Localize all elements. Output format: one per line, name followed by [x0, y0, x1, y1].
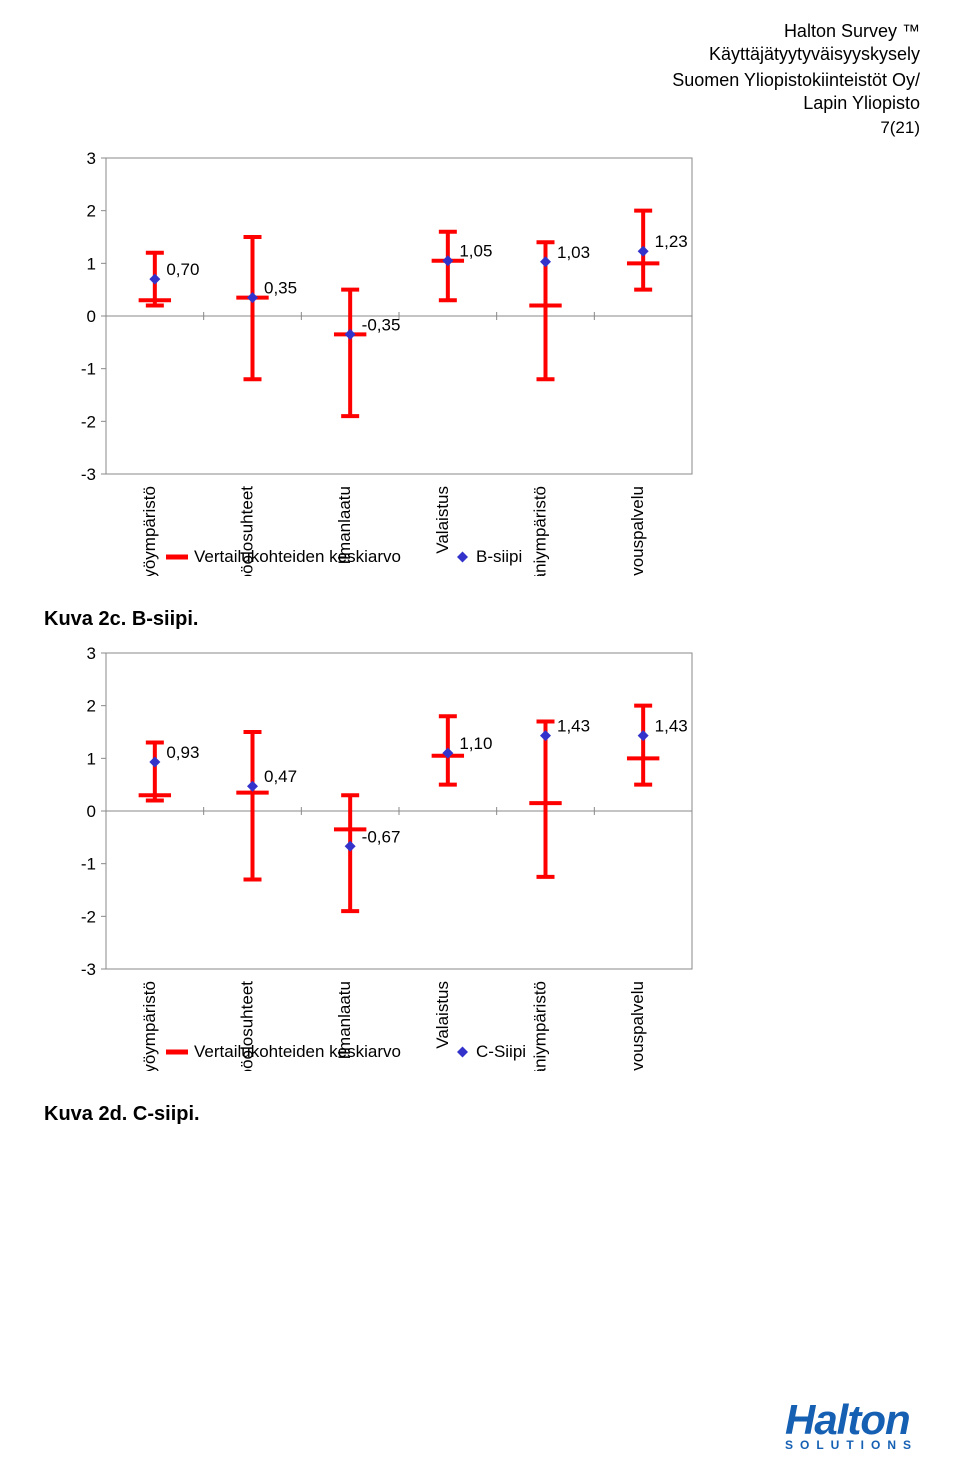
- legend-label: Vertailukohteiden keskiarvo: [194, 547, 401, 566]
- chart-svg: -3 -2 -1 0 1 2 3 0,70 0,35 -0,35 1,05 1,03 1,23 Työym…: [40, 146, 720, 576]
- category-label: Valaistus: [433, 486, 452, 554]
- caption-b: Kuva 2c. B-siipi.: [44, 608, 920, 631]
- data-point: [345, 329, 356, 340]
- data-point: [638, 246, 649, 257]
- data-label: 1,03: [557, 243, 590, 262]
- legend-diamond-icon: [457, 1047, 468, 1058]
- category-label: Valaistus: [433, 981, 452, 1049]
- page-number: 7(21): [40, 118, 920, 138]
- data-label: 1,10: [459, 734, 492, 753]
- data-label: 0,35: [264, 279, 297, 298]
- ytick-label: -2: [81, 907, 96, 926]
- data-label: 0,70: [166, 260, 199, 279]
- category-label: Siivouspalvelu: [628, 486, 647, 576]
- header-line2: Käyttäjätyytyväisyyskysely: [40, 43, 920, 66]
- data-label: 1,05: [459, 242, 492, 261]
- brand-tagline: SOLUTIONS: [785, 1438, 920, 1452]
- ytick-label: 0: [87, 802, 96, 821]
- ytick-label: -1: [81, 855, 96, 874]
- ytick-label: -1: [81, 360, 96, 379]
- header-line1: Halton Survey ™: [40, 20, 920, 43]
- data-point: [247, 781, 258, 792]
- ytick-label: -2: [81, 412, 96, 431]
- chart-b-siipi: -3 -2 -1 0 1 2 3 0,70 0,35 -0,35 1,05 1,03 1,23 Työym…: [40, 146, 720, 576]
- caption-c: Kuva 2d. C-siipi.: [44, 1103, 920, 1126]
- data-label: 1,43: [557, 717, 590, 736]
- ytick-label: 3: [87, 149, 96, 168]
- data-point: [247, 292, 258, 303]
- doc-header: Halton Survey ™ Käyttäjätyytyväisyyskyse…: [40, 20, 920, 114]
- chart-c-siipi: -3 -2 -1 0 1 2 3 0,93 0,47 -0,67 1,10 1,43 1,43 Työym…: [40, 641, 720, 1071]
- ytick-label: 2: [87, 697, 96, 716]
- data-label: 1,23: [655, 232, 688, 251]
- footer-logo: Halton SOLUTIONS: [785, 1396, 920, 1452]
- legend-label: B-siipi: [476, 547, 522, 566]
- header-line4: Lapin Yliopisto: [40, 92, 920, 115]
- data-point: [149, 274, 160, 285]
- data-label: 1,43: [655, 717, 688, 736]
- ytick-label: 0: [87, 307, 96, 326]
- data-label: 0,47: [264, 767, 297, 786]
- data-label: -0,67: [362, 827, 401, 846]
- ytick-label: -3: [81, 465, 96, 484]
- category-label: Siivouspalvelu: [628, 981, 647, 1071]
- ytick-label: 1: [87, 749, 96, 768]
- header-line3: Suomen Yliopistokiinteistöt Oy/: [40, 69, 920, 92]
- data-label: 0,93: [166, 743, 199, 762]
- ytick-label: 2: [87, 202, 96, 221]
- data-point: [540, 730, 551, 741]
- chart-svg: -3 -2 -1 0 1 2 3 0,93 0,47 -0,67 1,10 1,43 1,43 Työym…: [40, 641, 720, 1071]
- data-label: -0,35: [362, 315, 401, 334]
- ytick-label: 3: [87, 644, 96, 663]
- category-label: Työympäristö: [140, 981, 159, 1071]
- data-point: [442, 255, 453, 266]
- category-label: Ääniympäristö: [531, 486, 550, 576]
- ytick-label: -3: [81, 960, 96, 979]
- data-point: [345, 841, 356, 852]
- legend-label: C-Siipi: [476, 1042, 526, 1061]
- brand-text: Halton: [785, 1396, 920, 1444]
- category-label: Työympäristö: [140, 486, 159, 576]
- data-point: [540, 256, 551, 267]
- category-label: Ääniympäristö: [531, 981, 550, 1071]
- data-point: [638, 730, 649, 741]
- ytick-label: 1: [87, 254, 96, 273]
- legend-label: Vertailukohteiden keskiarvo: [194, 1042, 401, 1061]
- data-point: [149, 757, 160, 768]
- legend-diamond-icon: [457, 552, 468, 563]
